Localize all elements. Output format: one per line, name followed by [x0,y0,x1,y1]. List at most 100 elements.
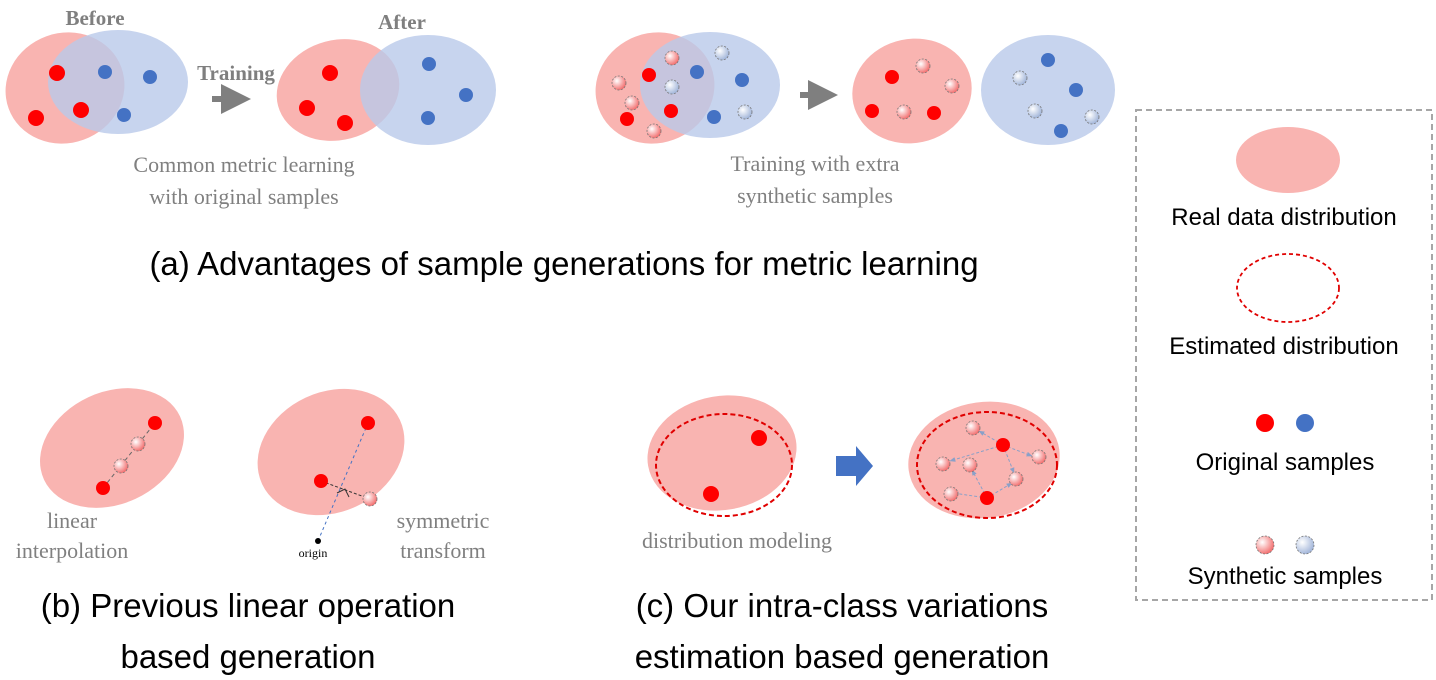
caption-c-line1: (c) Our intra-class variations [636,587,1049,624]
legend-estimated-label: Estimated distribution [1169,333,1398,360]
original-sample-red [361,416,375,430]
legend: Real data distribution Estimated distrib… [1135,109,1433,601]
caption-c-line2: estimation based generation [635,638,1050,675]
right-desc-line1: Training with extra [730,151,899,176]
original-sample-red [28,110,44,126]
original-sample-blue [1041,53,1055,67]
legend-frame [1135,109,1433,601]
panel-a-synthetic-before [595,32,780,144]
real-distribution-red [40,388,184,508]
synthetic-sample-red [962,457,978,473]
panel-a-after [276,35,496,145]
original-sample-red [337,115,353,131]
original-sample-red [148,416,162,430]
original-sample-blue [421,111,435,125]
synthetic-sample-blue [1012,70,1028,86]
caption-b-line1: (b) Previous linear operation [41,587,456,624]
panel-a-synthetic-after [852,35,1115,145]
original-sample-red [314,474,328,488]
panel-a-before [5,30,188,144]
real-distribution-blue [360,35,496,145]
legend-estimated-swatch [1236,253,1340,323]
legend-synthetic-red [1255,535,1275,555]
panel-c-modeling [647,395,797,517]
synthetic-sample-blue [737,104,753,120]
original-sample-red [642,68,656,82]
synthetic-sample-blue [1084,109,1100,125]
original-sample-red [927,106,941,120]
synthetic-sample-red [896,104,912,120]
synthetic-sample-red [646,123,662,139]
original-sample-red [703,486,719,502]
original-sample-blue [143,70,157,84]
estimated-distribution [916,411,1058,519]
synthetic-sample-blue [714,45,730,61]
panel-c-generation [908,401,1060,519]
synthetic-sample-red [1008,471,1024,487]
legend-original-blue [1296,414,1314,432]
original-sample-red [885,70,899,84]
synthetic-sample-red [130,436,146,452]
legend-real-label: Real data distribution [1171,204,1396,231]
modeling-label: distribution modeling [642,528,832,553]
training-label: Training [197,61,275,85]
original-sample-red [620,112,634,126]
estimated-distribution [655,413,793,517]
original-sample-blue [422,57,436,71]
original-sample-red [751,430,767,446]
symmetric-label-line1: symmetric [397,508,490,533]
legend-real-swatch [1236,127,1340,193]
legend-original-red [1256,414,1274,432]
synthetic-sample-red [362,491,378,507]
origin-point [315,538,321,544]
original-sample-red [49,65,65,81]
synthetic-sample-red [935,456,951,472]
synthetic-sample-red [915,58,931,74]
original-sample-blue [117,108,131,122]
original-sample-red [299,100,315,116]
real-distribution-blue [981,35,1115,145]
real-distribution-red [647,395,797,511]
legend-original-label: Original samples [1196,449,1375,476]
original-sample-red [664,104,678,118]
original-sample-red [96,481,110,495]
symmetric-label-line2: transform [400,538,486,563]
modeling-arrow [836,446,873,486]
right-desc-line2: synthetic samples [737,183,893,208]
right-angle-mark [336,488,350,498]
after-label: After [378,10,426,34]
synthetic-sample-red [943,486,959,502]
synthetic-sample-blue [1027,103,1043,119]
original-sample-red [980,491,994,505]
linear-label-line1: linear [47,508,98,533]
legend-synthetic-label: Synthetic samples [1188,563,1383,590]
original-sample-blue [735,73,749,87]
left-desc-line1: Common metric learning [133,152,354,177]
synthetic-sample-red [624,95,640,111]
synthetic-sample-red [965,420,981,436]
original-sample-blue [707,110,721,124]
caption-b-line2: based generation [120,638,375,675]
original-sample-blue [98,65,112,79]
original-sample-red [322,65,338,81]
synthetic-sample-red [664,50,680,66]
original-sample-blue [690,65,704,79]
original-sample-red [865,104,879,118]
original-sample-red [996,438,1010,452]
panel-b-symmetric [257,388,405,544]
panel-b-linear [40,388,184,508]
synthetic-sample-red [944,78,960,94]
before-label: Before [65,6,124,30]
caption-a: (a) Advantages of sample generations for… [149,245,978,282]
legend-synthetic-blue [1295,535,1315,555]
synthetic-sample-red [113,458,129,474]
origin-label: origin [299,546,328,560]
original-sample-blue [1069,83,1083,97]
left-desc-line2: with original samples [149,184,338,209]
linear-label-line2: interpolation [16,538,128,563]
synthetic-sample-red [611,75,627,91]
original-sample-blue [459,88,473,102]
synthetic-sample-red [1031,449,1047,465]
